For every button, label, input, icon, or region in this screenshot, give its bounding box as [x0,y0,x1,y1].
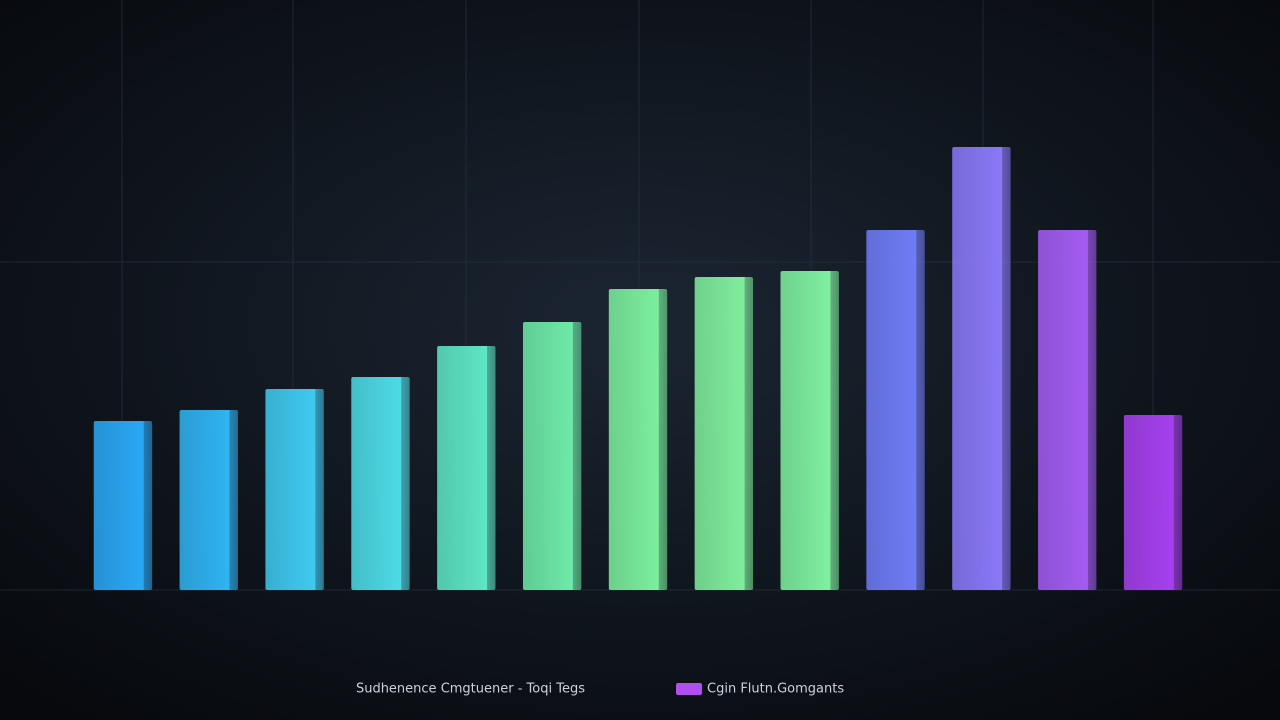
legend-swatch [676,683,702,695]
bar [522,322,582,590]
bar [1038,230,1097,590]
caption: Sudhenence Cmgtuener - Toqi Tegs [356,682,585,697]
bar [608,289,668,590]
bar [866,230,925,590]
bar [952,147,1011,590]
legend-label: Cgin Flutn.Gomgants [707,682,844,697]
bar [351,377,410,590]
bar [780,271,839,590]
bar [265,389,324,590]
bar [694,277,754,590]
bar [1123,415,1183,590]
bar [93,421,153,590]
bar [179,410,238,590]
bar [437,346,496,590]
